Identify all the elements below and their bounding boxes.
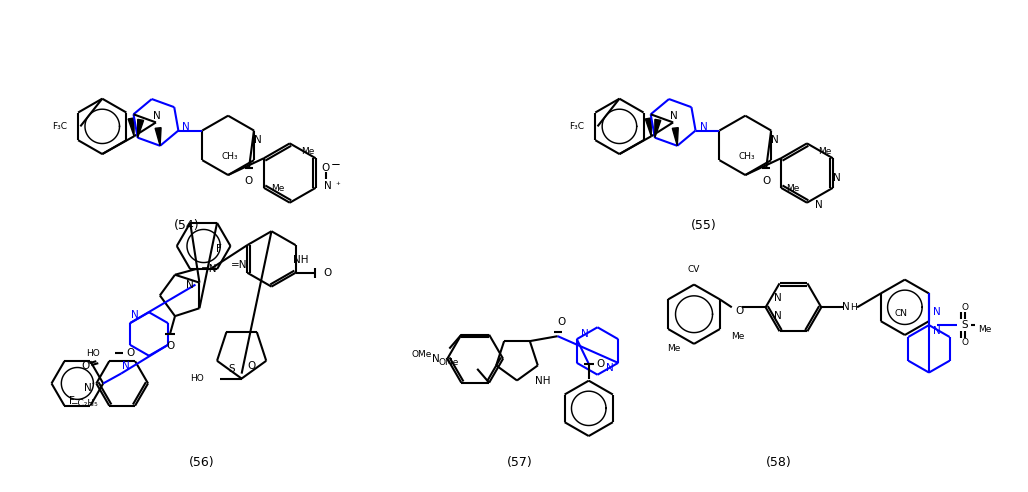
Text: N: N bbox=[774, 293, 781, 303]
Polygon shape bbox=[646, 118, 652, 136]
Text: CH₃: CH₃ bbox=[222, 152, 238, 161]
Text: OMe: OMe bbox=[439, 358, 460, 368]
Text: Me: Me bbox=[731, 333, 744, 341]
Text: N: N bbox=[771, 135, 779, 146]
Text: S: S bbox=[961, 320, 968, 330]
Text: HO: HO bbox=[86, 349, 101, 358]
Text: S: S bbox=[228, 364, 235, 374]
Text: N: N bbox=[182, 122, 190, 131]
Text: F: F bbox=[216, 245, 222, 254]
Text: Me: Me bbox=[818, 147, 832, 156]
Text: O: O bbox=[81, 361, 89, 371]
Text: N: N bbox=[670, 112, 678, 122]
Text: (56): (56) bbox=[189, 456, 215, 469]
Polygon shape bbox=[128, 118, 134, 136]
Text: H: H bbox=[850, 303, 856, 312]
Text: O: O bbox=[322, 163, 330, 173]
Text: Me: Me bbox=[271, 184, 285, 193]
Text: N: N bbox=[153, 112, 160, 122]
Text: N: N bbox=[842, 302, 850, 312]
Text: O: O bbox=[245, 176, 253, 186]
Text: O: O bbox=[961, 338, 968, 347]
Text: Me: Me bbox=[667, 344, 681, 353]
Text: OMe: OMe bbox=[411, 350, 432, 359]
Text: (58): (58) bbox=[766, 456, 792, 469]
Text: Me: Me bbox=[786, 184, 800, 193]
Text: N: N bbox=[833, 173, 841, 183]
Text: F₃C: F₃C bbox=[570, 122, 585, 131]
Text: O: O bbox=[762, 176, 770, 186]
Text: N: N bbox=[700, 122, 707, 131]
Text: O: O bbox=[961, 303, 968, 312]
Polygon shape bbox=[655, 120, 661, 138]
Text: −C₂H₅: −C₂H₅ bbox=[71, 399, 99, 408]
Text: N: N bbox=[122, 361, 130, 370]
Text: F: F bbox=[70, 396, 75, 406]
Text: CN: CN bbox=[894, 309, 908, 318]
Polygon shape bbox=[138, 120, 144, 138]
Text: O: O bbox=[736, 306, 744, 316]
Text: N: N bbox=[186, 279, 193, 290]
Text: =N: =N bbox=[200, 264, 217, 274]
Text: (57): (57) bbox=[507, 456, 533, 469]
Text: N: N bbox=[933, 307, 941, 317]
Text: O: O bbox=[166, 341, 174, 351]
Text: O: O bbox=[323, 268, 332, 278]
Text: CH₃: CH₃ bbox=[739, 152, 756, 161]
Text: N: N bbox=[432, 354, 439, 364]
Text: N: N bbox=[933, 326, 941, 336]
Text: O: O bbox=[557, 317, 565, 327]
Text: N: N bbox=[774, 311, 781, 321]
Text: NH: NH bbox=[293, 255, 308, 265]
Text: NH: NH bbox=[535, 376, 551, 386]
Polygon shape bbox=[155, 127, 161, 146]
Text: O: O bbox=[247, 361, 255, 371]
Text: O: O bbox=[126, 348, 135, 358]
Text: O: O bbox=[596, 359, 604, 369]
Text: (54): (54) bbox=[174, 219, 199, 232]
Text: =N: =N bbox=[231, 260, 248, 270]
Text: N: N bbox=[581, 329, 589, 339]
Text: −: − bbox=[331, 157, 340, 171]
Text: Me: Me bbox=[301, 147, 315, 156]
Text: CV: CV bbox=[688, 265, 700, 274]
Polygon shape bbox=[672, 127, 678, 146]
Text: ⁺: ⁺ bbox=[335, 182, 340, 190]
Text: N: N bbox=[607, 363, 614, 373]
Text: N: N bbox=[815, 200, 822, 210]
Text: N: N bbox=[84, 383, 93, 394]
Text: F₃C: F₃C bbox=[52, 122, 68, 131]
Text: N: N bbox=[324, 181, 331, 191]
Text: N: N bbox=[132, 310, 139, 320]
Text: Me: Me bbox=[978, 325, 991, 334]
Text: HO: HO bbox=[190, 374, 204, 383]
Text: N: N bbox=[254, 135, 262, 146]
Text: (55): (55) bbox=[691, 219, 717, 232]
